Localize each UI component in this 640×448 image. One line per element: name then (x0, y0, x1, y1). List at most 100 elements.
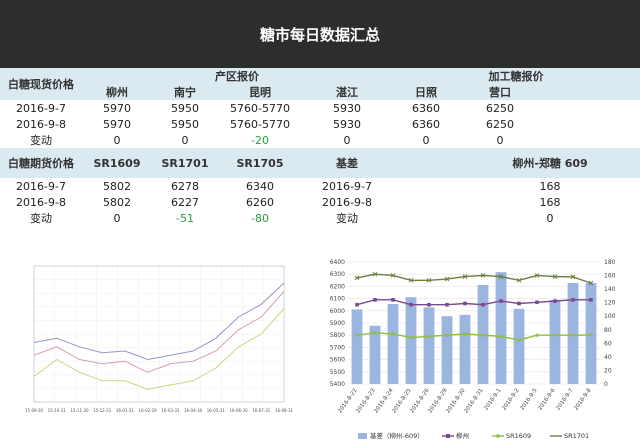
y-right-tick: 40 (604, 354, 612, 361)
spread-value: 168 (539, 195, 561, 209)
basis-bar (441, 316, 453, 384)
combo-point (427, 334, 431, 339)
basis-bar (513, 308, 525, 384)
x-tick-label: 2016-9-6 (537, 387, 557, 411)
y-left-tick: 6300 (330, 271, 345, 278)
spot-value: 6250 (486, 101, 514, 115)
basis-bar (387, 304, 399, 384)
combo-point (516, 277, 522, 283)
x-tick-label: 16-06-30 (229, 408, 248, 413)
futures-date: 2016-9-8 (16, 195, 66, 209)
y-right-tick: 180 (604, 259, 616, 266)
legend-item: 基差（柳州-609） (370, 431, 424, 440)
history-series-line (33, 308, 285, 390)
x-tick-label: 15-09-30 (25, 408, 44, 413)
combo-point (552, 274, 558, 279)
price-table: 白糖现货价格 产区报价 加工糖报价 柳州 南宁 昆明 湛江 日照 营口 2016… (0, 68, 640, 226)
combo-point (372, 271, 378, 277)
spot-change: 0 (113, 133, 121, 147)
combo-point (570, 274, 576, 280)
y-left-tick: 6200 (330, 283, 345, 290)
futures-value: 6227 (171, 195, 199, 209)
combo-point (535, 333, 539, 337)
x-tick-label: 2016-8-31 (463, 388, 484, 415)
col-sr1705: SR1705 (218, 148, 302, 178)
combo-point (391, 332, 395, 336)
combo-series-line (356, 332, 592, 341)
basis-bar (495, 272, 507, 384)
combo-point (355, 302, 359, 307)
spot-date: 2016-9-7 (16, 101, 66, 115)
combo-point (354, 275, 360, 281)
basis-bar (567, 283, 579, 384)
combo-point (445, 333, 449, 337)
combo-point (571, 333, 575, 337)
y-right-tick: 80 (604, 327, 612, 334)
combo-point (409, 336, 413, 340)
spot-value: 5760-5770 (230, 117, 290, 131)
basis-date: 2016-9-8 (322, 195, 372, 209)
legend-item: SR1701 (564, 432, 589, 440)
combo-point (426, 277, 432, 283)
y-left-tick: 5900 (330, 320, 345, 327)
spread-header: 柳州-郑糖 609 (460, 148, 640, 178)
spot-value: 5970 (103, 117, 131, 131)
spot-value: 6360 (412, 117, 440, 131)
spot-label: 白糖现货价格 (0, 68, 82, 100)
region-header: 产区报价 (82, 68, 392, 84)
x-tick-label: 2016-9-1 (483, 388, 502, 412)
combo-point (373, 331, 377, 335)
legend-item: 柳州 (456, 431, 469, 440)
basis-bar (549, 299, 561, 384)
history-series-line (33, 291, 285, 373)
spot-value: 5970 (103, 101, 131, 115)
col-zhanjiang: 湛江 (302, 84, 392, 100)
combo-point (444, 276, 450, 282)
y-left-tick: 5700 (330, 344, 345, 351)
col-kunming: 昆明 (218, 84, 302, 100)
futures-label: 白糖期货价格 (0, 148, 82, 178)
combo-series-line (356, 273, 592, 284)
x-tick-label: 16-08-31 (275, 408, 294, 413)
x-tick-label: 15-12-31 (93, 408, 112, 413)
basis-change-label: 变动 (336, 212, 358, 225)
futures-value: 6278 (171, 179, 199, 193)
y-right-tick: 140 (604, 286, 616, 293)
combo-point (589, 298, 593, 302)
combo-point (408, 277, 414, 283)
x-tick-label: 15-11-30 (70, 408, 89, 413)
y-left-tick: 5500 (330, 369, 345, 376)
basis-date: 2016-9-7 (322, 179, 372, 193)
futures-change: -51 (176, 211, 194, 225)
y-left-tick: 6400 (330, 259, 345, 266)
y-right-tick: 120 (604, 300, 616, 307)
futures-value: 5802 (103, 195, 131, 209)
futures-change-label: 变动 (30, 212, 52, 225)
combo-point (463, 301, 467, 306)
spot-value: 5760-5770 (230, 101, 290, 115)
combo-point (589, 333, 593, 337)
futures-change: -80 (251, 211, 269, 225)
combo-point (463, 332, 467, 336)
spread-value: 168 (539, 179, 561, 193)
combo-point (462, 274, 468, 279)
process-header: 加工糖报价 (392, 68, 640, 84)
col-rizhao: 日照 (392, 84, 460, 100)
combo-point (409, 302, 413, 307)
combo-point (481, 333, 485, 337)
basis-bar (351, 309, 363, 384)
basis-bar (369, 325, 381, 384)
futures-value: 6340 (246, 179, 274, 193)
spot-value: 6360 (412, 101, 440, 115)
y-left-tick: 6100 (330, 296, 345, 303)
basis-header: 基差 (302, 148, 392, 178)
combo-point (390, 273, 396, 278)
futures-value: 6260 (246, 195, 274, 209)
page-title: 糖市每日数据汇总 (0, 0, 640, 68)
spot-value: 6250 (486, 117, 514, 131)
y-right-tick: 0 (604, 381, 608, 388)
y-left-tick: 5800 (330, 332, 345, 339)
spread-change: 0 (546, 211, 554, 225)
spot-date: 2016-9-8 (16, 117, 66, 131)
y-left-tick: 5400 (330, 381, 345, 388)
